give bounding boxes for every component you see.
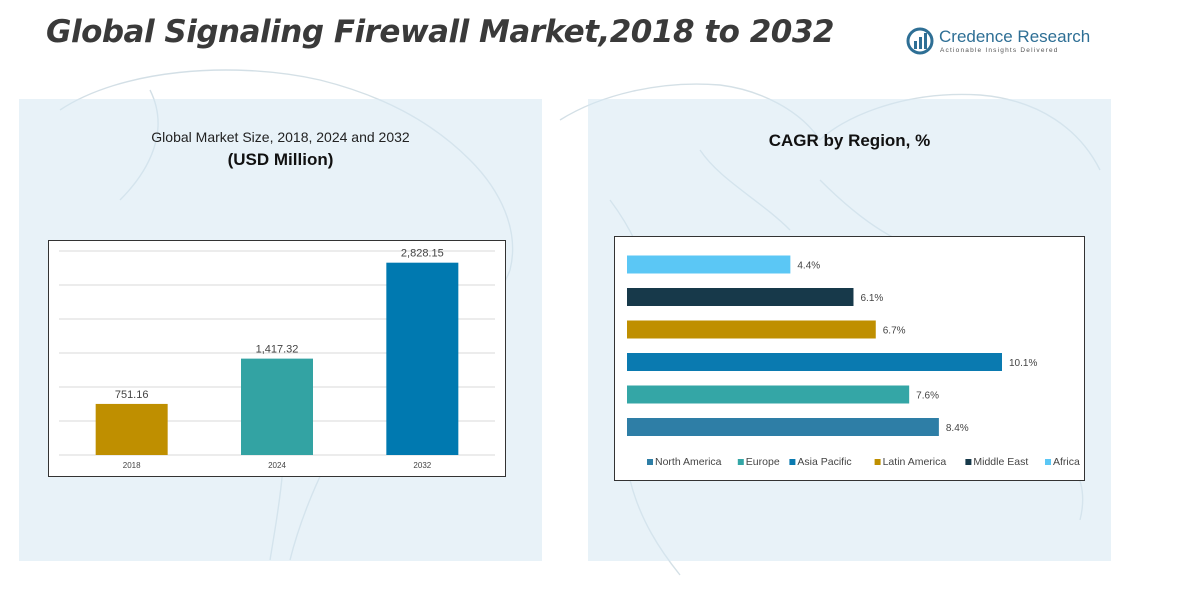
data-label-2032: 2,828.15: [401, 248, 444, 260]
legend-swatch-middle-east: [965, 459, 972, 465]
legend-label-africa: Africa: [1053, 456, 1080, 468]
cagr-chart: 8.4% 7.6% 10.1% 6.7% 6.1% 4.4% North America Eu…: [614, 236, 1085, 481]
legend-swatch-asia-pacific: [789, 459, 796, 465]
data-label-2024: 1,417.32: [256, 344, 299, 356]
market-size-unit: (USD Million): [227, 150, 334, 169]
bar-europe: [627, 385, 910, 404]
data-label-europe: 7.6%: [916, 391, 939, 402]
data-label-africa: 4.4%: [797, 261, 820, 272]
cagr-bar-chart: 8.4% 7.6% 10.1% 6.7% 6.1% 4.4% North America Eu…: [627, 255, 1080, 468]
data-label-asia-pacific: 10.1%: [1009, 358, 1037, 369]
bar-2018: [95, 403, 168, 455]
market-size-chart: 751.16 2018 1,417.32 2024 2,828.15 2032: [48, 240, 506, 477]
bar-africa: [627, 255, 791, 274]
data-label-north-america: 8.4%: [946, 423, 969, 434]
tick-label-2032: 2032: [413, 461, 431, 470]
legend-label-latin-america: Latin America: [883, 456, 947, 468]
brand-logo: Credence Research Actionable Insights De…: [906, 26, 1096, 56]
legend-label-asia-pacific: Asia Pacific: [797, 456, 851, 468]
market-size-title: Global Market Size, 2018, 2024 and 2032: [151, 129, 410, 145]
bar-asia-pacific: [627, 353, 1002, 371]
legend-label-middle-east: Middle East: [973, 456, 1028, 468]
bar-middle-east: [627, 288, 854, 306]
data-label-middle-east: 6.1%: [860, 293, 883, 304]
brand-name: Credence Research: [939, 27, 1091, 46]
legend-swatch-europe: [737, 459, 744, 465]
market-size-bar-chart: 751.16 2018 1,417.32 2024 2,828.15 2032: [59, 248, 495, 470]
bar-2032: [386, 262, 459, 455]
legend-label-north-america: North America: [655, 456, 722, 468]
legend-swatch-africa: [1045, 459, 1051, 465]
cagr-title: CAGR by Region, %: [768, 131, 931, 150]
legend-swatch-latin-america: [874, 459, 881, 465]
tick-label-2024: 2024: [268, 461, 286, 470]
tick-label-2018: 2018: [123, 461, 141, 470]
credence-logo-icon: [906, 27, 934, 55]
legend-swatch-north-america: [647, 459, 653, 465]
data-label-2018: 751.16: [115, 389, 149, 401]
page-title: Global Signaling Firewall Market,2018 to…: [46, 14, 835, 50]
legend-label-europe: Europe: [746, 456, 780, 468]
data-label-latin-america: 6.7%: [883, 326, 906, 337]
bar-latin-america: [627, 320, 876, 339]
bar-2024: [241, 358, 313, 455]
brand-tagline: Actionable Insights Delivered: [940, 47, 1059, 54]
bar-north-america: [627, 418, 939, 436]
